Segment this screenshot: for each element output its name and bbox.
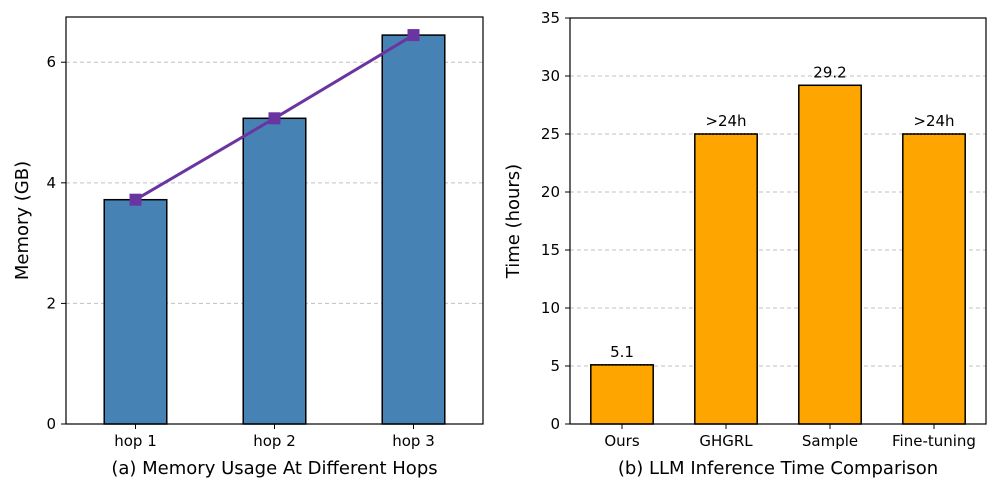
time-y-tick-label: 0 [550, 415, 560, 433]
time-x-tick-label: GHGRL [699, 432, 753, 450]
memory-plot-frame [65, 16, 484, 425]
time-y-ticks: 0 5 10 15 20 25 30 35 [541, 9, 570, 433]
time-x-ticks: Ours GHGRL Sample Fine-tuning [604, 424, 976, 450]
time-y-tick-label: 35 [541, 9, 560, 27]
time-x-tick-label: Fine-tuning [892, 432, 976, 450]
time-y-tick-label: 15 [541, 241, 560, 259]
time-x-tick-label: Sample [802, 432, 858, 450]
time-y-tick-label: 25 [541, 125, 560, 143]
memory-chart-caption: (a) Memory Usage At Different Hops [111, 458, 437, 479]
memory-y-tick-label: 6 [46, 53, 56, 71]
memory-trend-marker [268, 112, 281, 125]
memory-x-tick-label: hop 3 [392, 432, 435, 450]
time-data-label: >24h [913, 112, 954, 130]
time-bar [694, 133, 758, 425]
memory-usage-chart: 0 2 4 6 hop 1 hop 2 hop 3 Memory (GB) (a) Mem… [12, 16, 484, 479]
memory-bar [242, 117, 307, 425]
time-x-tick-label: Ours [604, 432, 639, 450]
memory-y-tick-label: 4 [46, 174, 56, 192]
time-bars [590, 84, 966, 425]
time-y-tick-label: 30 [541, 67, 560, 85]
memory-x-tick-label: hop 2 [253, 432, 296, 450]
memory-trend-marker [407, 29, 420, 42]
time-plot-frame [569, 17, 987, 425]
memory-trend-line [129, 29, 420, 206]
time-y-tick-label: 20 [541, 183, 560, 201]
memory-y-tick-label: 2 [46, 294, 56, 312]
time-y-axis-label: Time (hours) [503, 164, 524, 279]
time-y-tick-label: 5 [550, 357, 560, 375]
time-data-labels: 5.1 >24h 29.2 >24h [610, 63, 955, 361]
time-y-tick-label: 10 [541, 299, 560, 317]
memory-y-axis-label: Memory (GB) [12, 161, 33, 280]
memory-trend-marker [129, 193, 142, 206]
memory-bar [381, 34, 446, 425]
memory-x-ticks: hop 1 hop 2 hop 3 [114, 424, 435, 450]
time-bar [902, 133, 966, 425]
time-chart-caption: (b) LLM Inference Time Comparison [618, 458, 938, 479]
inference-time-chart: 5.1 >24h 29.2 >24h 0 5 10 15 20 25 30 35 Ours GHGRL… [503, 9, 987, 479]
time-data-label: 5.1 [610, 343, 634, 361]
memory-y-ticks: 0 2 4 6 [46, 53, 66, 433]
memory-x-tick-label: hop 1 [114, 432, 157, 450]
memory-bars [103, 34, 446, 425]
time-bar [590, 364, 654, 425]
time-bar [798, 84, 862, 425]
memory-bar [103, 198, 168, 425]
time-data-label: 29.2 [813, 63, 846, 81]
time-data-label: >24h [705, 112, 746, 130]
memory-y-tick-label: 0 [46, 415, 56, 433]
